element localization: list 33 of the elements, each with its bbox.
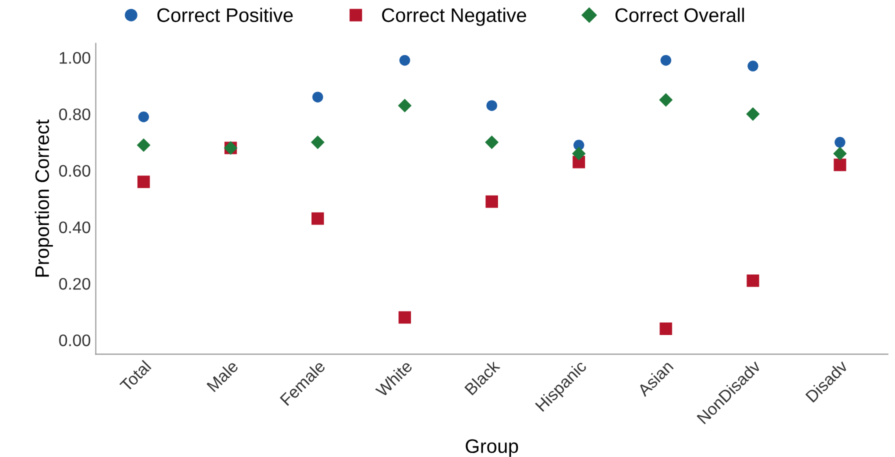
point — [312, 212, 324, 225]
point — [137, 176, 150, 188]
y-tick-label: 0.60 — [59, 164, 90, 177]
x-axis-title: Group — [466, 439, 518, 457]
point — [834, 158, 846, 172]
point — [486, 195, 498, 208]
y-tick-label: 0.80 — [59, 108, 90, 120]
legend-label: Correct Overall — [615, 8, 744, 22]
y-tick-label: 0.00 — [59, 334, 90, 346]
point — [398, 311, 411, 324]
legend-label: Correct Negative — [382, 8, 526, 26]
point — [399, 54, 410, 66]
y-axis-title: Proportion Correct — [34, 120, 53, 277]
point — [834, 136, 846, 148]
point — [833, 146, 847, 160]
point — [660, 54, 672, 66]
point — [486, 100, 498, 111]
point — [659, 93, 673, 107]
y-tick-label: 0.20 — [59, 278, 90, 290]
point — [746, 107, 760, 121]
point — [136, 138, 150, 152]
point — [485, 135, 499, 150]
point — [310, 135, 325, 150]
y-tick-label: 1.00 — [60, 52, 90, 64]
point — [660, 322, 672, 335]
point — [748, 60, 758, 72]
point — [138, 111, 150, 122]
point — [398, 98, 412, 112]
point — [312, 92, 324, 102]
point — [746, 274, 760, 287]
point — [572, 146, 586, 160]
y-tick-label: 0.40 — [59, 221, 90, 234]
legend-label: Correct Positive — [157, 8, 293, 22]
